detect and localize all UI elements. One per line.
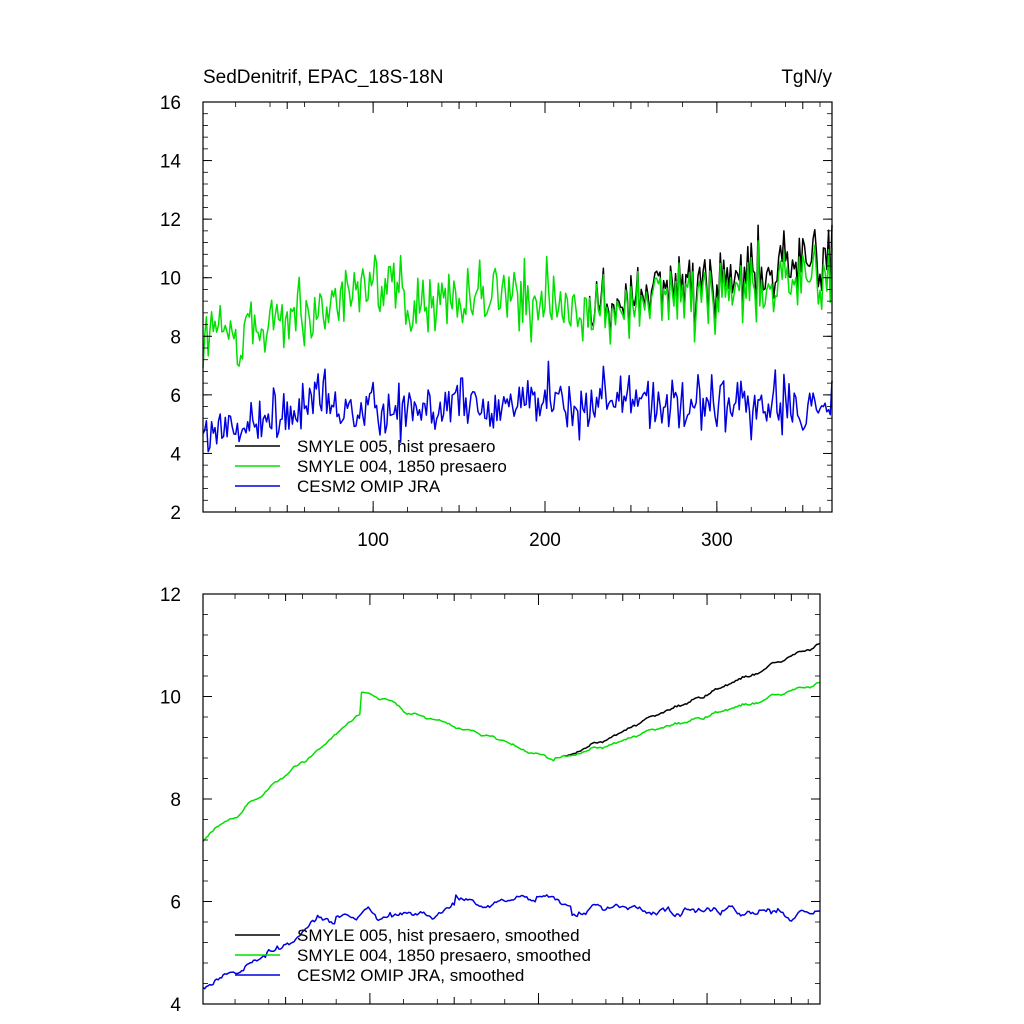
bottom-panel-legend: SMYLE 005, hist presaero, smoothedSMYLE …	[235, 926, 591, 985]
bottom-panel-axes: 4 6 8 10 12	[160, 585, 821, 1016]
x-tick-label: 200	[529, 530, 561, 551]
y-tick-label: 4	[170, 995, 181, 1016]
series-line-3	[202, 360, 833, 453]
bottom-panel-series	[202, 642, 821, 990]
plot-frame	[202, 101, 833, 513]
y-tick-label: 2	[170, 503, 181, 524]
y-tick-label: 6	[170, 386, 181, 407]
top-panel-units: TgN/y	[781, 67, 832, 88]
legend-label-1: SMYLE 005, hist presaero	[297, 437, 495, 456]
legend-label-2: SMYLE 004, 1850 presaero, smoothed	[297, 946, 591, 965]
y-tick-label: 12	[160, 210, 181, 231]
y-tick-label: 14	[160, 152, 182, 173]
series-line-2	[202, 681, 821, 842]
top-panel-axes: 2 4 6 8 10 12 14 16 100 200 300	[160, 93, 833, 551]
legend-label-2: SMYLE 004, 1850 presaero	[297, 457, 507, 476]
y-tick-label: 6	[170, 893, 181, 914]
top-panel-series	[202, 224, 833, 453]
y-tick-label: 10	[160, 269, 181, 290]
x-tick-label: 300	[701, 530, 733, 551]
y-tick-label: 4	[170, 444, 181, 465]
x-tick-label: 100	[357, 530, 389, 551]
legend-label-3: CESM2 OMIP JRA	[297, 477, 441, 496]
series-line-2	[202, 240, 833, 369]
y-tick-label: 10	[160, 688, 181, 709]
legend-label-3: CESM2 OMIP JRA, smoothed	[297, 966, 524, 985]
y-tick-label: 16	[160, 93, 181, 114]
top-panel-title: SedDenitrif, EPAC_18S-18N	[203, 67, 443, 88]
series-line-3	[202, 894, 821, 990]
y-tick-label: 8	[170, 327, 181, 348]
y-tick-label: 8	[170, 790, 181, 811]
y-tick-label: 12	[160, 585, 181, 606]
bottom-panel: 4 6 8 10 12 SMYLE 005, hist presaero, smooth…	[160, 585, 821, 1016]
top-panel: SedDenitrif, EPAC_18S-18N TgN/y 2 4 6 8 10 12…	[160, 67, 833, 551]
legend-label-1: SMYLE 005, hist presaero, smoothed	[297, 926, 580, 945]
series-line-1	[563, 642, 821, 757]
